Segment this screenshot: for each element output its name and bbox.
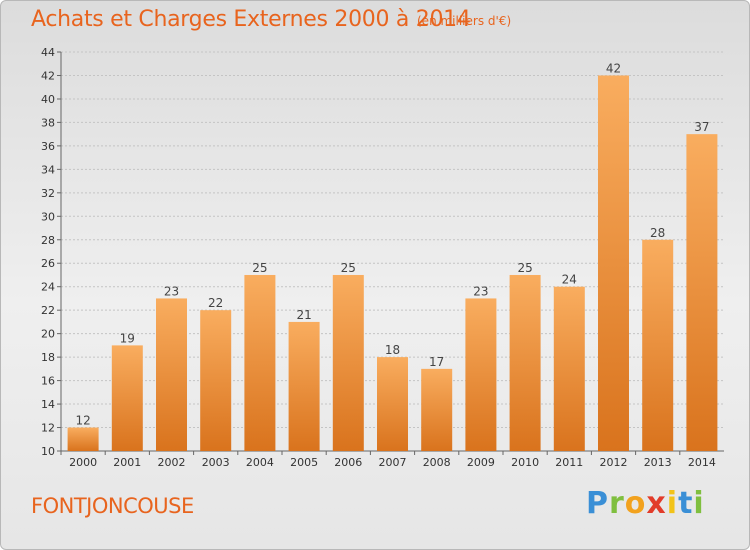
y-tick-label: 34 (41, 163, 55, 176)
y-tick-label: 24 (41, 281, 55, 294)
bar-value-label: 19 (120, 331, 135, 345)
bar-value-label: 23 (164, 284, 179, 298)
bar-value-label: 25 (341, 261, 356, 275)
bar (686, 134, 718, 451)
bar-value-label: 25 (517, 261, 532, 275)
bar-value-label: 12 (75, 414, 90, 428)
x-tick-label: 2013 (644, 456, 672, 469)
x-tick-label: 2000 (69, 456, 97, 469)
logo-letter: x (646, 486, 667, 521)
logo-letter: r (609, 486, 625, 521)
y-tick-label: 40 (41, 93, 55, 106)
y-tick-label: 36 (41, 140, 55, 153)
bar-value-label: 28 (650, 226, 665, 240)
chart-subtitle: (en milliers d'€) (417, 14, 512, 28)
bar-value-label: 21 (296, 308, 311, 322)
proxiti-logo: Proxiti (586, 486, 705, 521)
y-tick-label: 14 (41, 398, 55, 411)
bar-value-label: 37 (694, 120, 709, 134)
x-tick-label: 2006 (334, 456, 362, 469)
logo-letter: P (586, 486, 609, 521)
y-tick-label: 38 (41, 116, 55, 129)
x-tick-label: 2001 (113, 456, 141, 469)
logo-letter: o (624, 486, 647, 521)
y-tick-label: 12 (41, 422, 55, 435)
bar-value-label: 24 (562, 273, 577, 287)
x-tick-label: 2005 (290, 456, 318, 469)
x-tick-label: 2012 (600, 456, 628, 469)
bar-value-label: 42 (606, 61, 621, 75)
bar (111, 345, 143, 451)
x-tick-label: 2002 (158, 456, 186, 469)
y-tick-label: 42 (41, 69, 55, 82)
bar (642, 239, 674, 451)
x-tick-label: 2009 (467, 456, 495, 469)
bar (156, 298, 187, 451)
bar (288, 321, 320, 451)
y-tick-label: 30 (41, 210, 55, 223)
bar-value-label: 18 (385, 343, 400, 357)
x-tick-label: 2011 (555, 456, 583, 469)
bar (244, 274, 276, 451)
y-tick-label: 20 (41, 328, 55, 341)
x-tick-label: 2007 (379, 456, 407, 469)
bar (332, 274, 364, 451)
x-tick-label: 2010 (511, 456, 539, 469)
y-tick-label: 22 (41, 304, 55, 317)
bar (421, 368, 453, 451)
labels: 10 12 14 16 18 20 22 24 26 28 30 32 34 36 38 40 42 44 12 20… (41, 46, 716, 469)
chart-title: Achats et Charges Externes 2000 à 2014 (31, 7, 471, 32)
bar (509, 274, 541, 451)
commune-name: FONTJONCOUSE (31, 494, 194, 518)
bar-value-label: 23 (473, 284, 488, 298)
logo-letter: i (666, 486, 679, 521)
bar (67, 427, 99, 451)
y-tick-label: 44 (41, 46, 55, 59)
bar (598, 75, 629, 452)
bar (465, 298, 497, 451)
x-tick-label: 2004 (246, 456, 274, 469)
y-tick-label: 10 (41, 445, 55, 458)
y-tick-label: 18 (41, 351, 55, 364)
bar (200, 310, 232, 451)
y-tick-label: 28 (41, 234, 55, 247)
bar-value-label: 17 (429, 355, 444, 369)
y-tick-label: 26 (41, 257, 55, 270)
bar (553, 286, 585, 451)
x-tick-label: 2003 (202, 456, 230, 469)
y-tick-label: 16 (41, 375, 55, 388)
logo-letter: t (678, 486, 694, 521)
bar-value-label: 25 (252, 261, 267, 275)
x-tick-label: 2014 (688, 456, 716, 469)
bar-value-label: 22 (208, 296, 223, 310)
y-tick-label: 32 (41, 187, 55, 200)
x-tick-label: 2008 (423, 456, 451, 469)
bar (377, 357, 408, 451)
bars (67, 75, 718, 452)
logo-letter: i (693, 486, 705, 521)
